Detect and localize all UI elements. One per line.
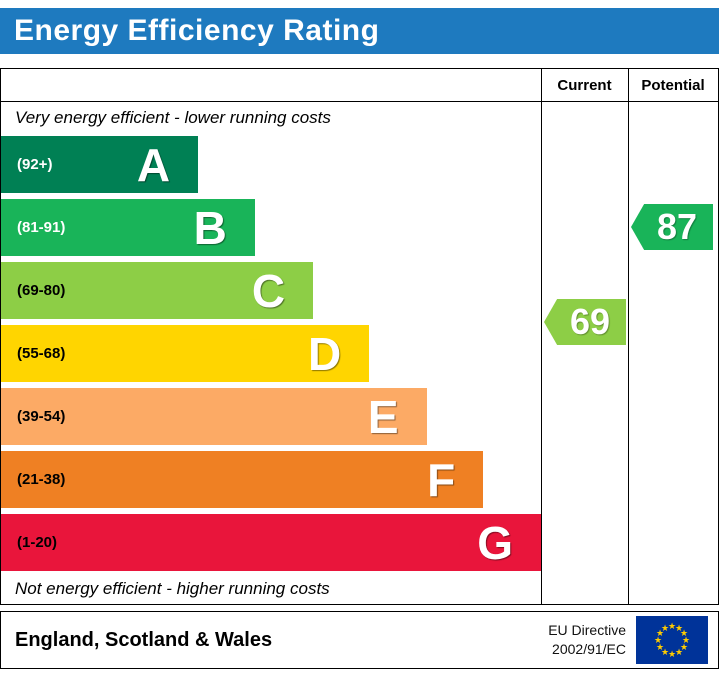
current-rating-pointer: 69 [544,299,626,345]
energy-efficiency-rating-page: Energy Efficiency Rating Current Potenti… [0,8,719,669]
band-range-a: (92+) [17,156,53,173]
band-row-b: (81-91) B [1,196,541,259]
band-bar-d: (55-68) D [1,325,370,382]
current-column-header: Current [557,77,612,94]
potential-column-divider [628,69,629,604]
band-bar-c: (69-80) C [1,262,314,319]
band-bar-a: (92+) A [1,136,199,193]
svg-text:★: ★ [668,650,676,660]
svg-text:★: ★ [675,648,683,658]
svg-text:★: ★ [680,629,688,639]
top-note: Very energy efficient - lower running co… [15,108,331,127]
potential-rating-pointer: 87 [631,204,713,250]
band-bar-g: (1-20) G [1,514,541,571]
band-letter-f: F [427,453,456,506]
eu-directive-label: EU Directive 2002/91/EC [548,621,626,659]
band-letter-a: A [136,138,171,191]
band-bar-e: (39-54) E [1,388,427,445]
potential-rating-value: 87 [656,206,698,247]
chart-body: Very energy efficient - lower running co… [1,103,541,604]
band-range-f: (21-38) [17,471,66,488]
band-range-g: (1-20) [17,534,58,551]
page-title: Energy Efficiency Rating [14,14,380,47]
band-letter-b: B [193,201,227,254]
band-letter-c: C [251,264,286,317]
svg-text:★: ★ [656,643,664,653]
epc-chart: Current Potential Very energy efficient … [0,68,719,605]
svg-text:★: ★ [661,624,669,634]
band-bar-f: (21-38) F [1,451,484,508]
band-range-c: (69-80) [17,282,66,299]
svg-text:★: ★ [682,636,690,646]
eu-directive-line2: 2002/91/EC [552,641,626,657]
svg-text:★: ★ [654,636,662,646]
band-letter-g: G [477,516,513,569]
svg-text:★: ★ [656,629,664,639]
region-label: England, Scotland & Wales [15,628,273,651]
band-row-c: (69-80) C [1,259,541,322]
band-row-d: (55-68) D [1,322,541,385]
svg-text:★: ★ [668,622,676,632]
bottom-note: Not energy efficient - higher running co… [15,579,330,598]
band-range-d: (55-68) [17,345,66,362]
band-row-f: (21-38) F [1,448,541,511]
title-bar: Energy Efficiency Rating [0,8,719,54]
svg-text:★: ★ [661,648,669,658]
band-letter-e: E [367,390,399,443]
band-letter-d: D [308,327,342,380]
band-range-e: (39-54) [17,408,66,425]
footer: England, Scotland & Wales EU Directive 2… [0,611,719,669]
svg-text:★: ★ [680,643,688,653]
band-row-e: (39-54) E [1,385,541,448]
band-row-a: (92+) A [1,133,541,196]
svg-text:★: ★ [675,624,683,634]
chart-header: Current Potential [1,69,718,102]
eu-directive-line1: EU Directive [548,622,626,639]
band-bar-b: (81-91) B [1,199,255,256]
potential-column-header: Potential [641,77,705,94]
band-range-b: (81-91) [17,219,66,236]
current-column-divider [541,69,542,604]
eu-flag-icon: ★ ★ ★ ★ ★ ★ ★ ★ ★ ★ ★ ★ [636,616,708,664]
current-rating-value: 69 [569,301,611,342]
footer-right: EU Directive 2002/91/EC ★ ★ ★ ★ ★ ★ ★ ★ … [548,616,708,664]
band-row-g: (1-20) G [1,511,541,574]
